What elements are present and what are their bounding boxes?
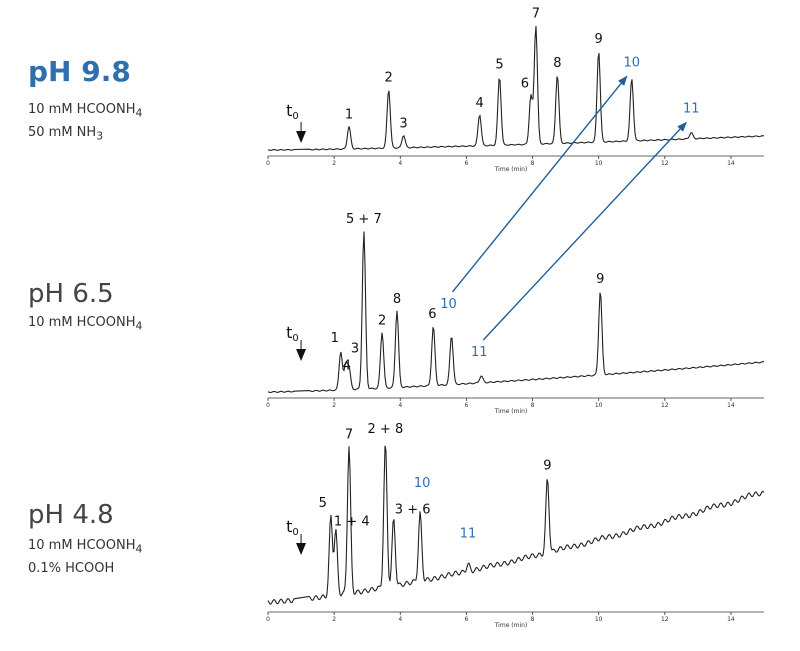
x-tick-label: 10 xyxy=(595,616,603,623)
panel-2-conditions: pH 6.5 10 mM HCOONH4 xyxy=(28,281,142,336)
peak-label: 10 xyxy=(623,55,640,70)
x-tick-label: 8 xyxy=(531,160,535,167)
x-tick-label: 4 xyxy=(398,160,402,167)
x-tick-label: 6 xyxy=(464,402,468,409)
t0-label: t0 xyxy=(286,517,299,538)
panel-2-condition-1: 10 mM HCOONH4 xyxy=(28,315,143,333)
arrow-peak-10 xyxy=(451,75,628,293)
panel-3-condition-2: 0.1% HCOOH xyxy=(28,560,115,576)
t0-subscript: 0 xyxy=(292,111,298,122)
x-axis-label: Time (min) xyxy=(494,622,528,629)
panel-1-title: pH 9.8 xyxy=(28,55,131,88)
x-tick-label: 0 xyxy=(266,616,270,623)
peak-label: 11 xyxy=(460,527,477,542)
peak-label: 11 xyxy=(471,345,488,360)
x-tick-label: 4 xyxy=(398,616,402,623)
x-axis-label: Time (min) xyxy=(494,408,528,415)
peak-label: 2 xyxy=(378,314,386,329)
x-tick-label: 0 xyxy=(266,402,270,409)
x-tick-label: 14 xyxy=(727,402,735,409)
peak-label: 5 xyxy=(319,496,327,511)
peak-label: 8 xyxy=(393,292,401,307)
t0-pointer-triangle xyxy=(296,131,307,143)
peak-label: 2 + 8 xyxy=(368,422,404,437)
x-tick-label: 6 xyxy=(464,616,468,623)
panel-1-condition-2: 50 mM NH3 xyxy=(28,124,104,143)
x-tick-label: 4 xyxy=(398,402,402,409)
t0-pointer-triangle xyxy=(296,349,307,361)
t0-marker: t0 xyxy=(286,101,307,143)
x-tick-label: 6 xyxy=(464,160,468,167)
peak-label: 10 xyxy=(440,297,457,312)
peak-label: 5 + 7 xyxy=(346,212,382,227)
peak-label: 3 xyxy=(399,117,407,132)
peak-label: 1 + 4 xyxy=(334,514,370,529)
t0-marker: t0 xyxy=(286,323,307,361)
x-tick-label: 14 xyxy=(727,616,735,623)
t0-label: t0 xyxy=(286,323,299,344)
peak-label: 3 + 6 xyxy=(395,502,431,517)
peak-label: 11 xyxy=(683,102,700,117)
x-tick-label: 2 xyxy=(332,160,336,167)
panel-3-title: pH 4.8 xyxy=(28,500,114,530)
peak-label: 4 xyxy=(343,358,351,373)
x-tick-label: 2 xyxy=(332,402,336,409)
peak-label: 6 xyxy=(428,307,436,322)
x-tick-label: 0 xyxy=(266,160,270,167)
peak-label: 4 xyxy=(475,96,483,111)
peak-label: 7 xyxy=(532,7,540,22)
x-tick-label: 12 xyxy=(661,402,669,409)
x-tick-label: 10 xyxy=(595,402,603,409)
t0-subscript: 0 xyxy=(292,527,298,538)
peak-label: 6 xyxy=(521,76,529,91)
peak-label: 9 xyxy=(596,272,604,287)
t0-label: t0 xyxy=(286,101,299,122)
peak-label: 9 xyxy=(595,32,603,47)
x-tick-label: 10 xyxy=(595,160,603,167)
peak-label: 9 xyxy=(543,458,551,473)
chromatogram-panel-3: 0 2 4 6 8 10 12 14 Time (min) t0 5 1 + 4 7 2 + 8 3 + 6… xyxy=(266,422,765,629)
x-tick-label: 12 xyxy=(661,160,669,167)
chromatogram-trace xyxy=(267,231,765,393)
peak-label: 3 xyxy=(351,342,359,357)
peak-label: 2 xyxy=(385,71,393,86)
x-tick-label: 2 xyxy=(332,616,336,623)
panel-3-conditions: pH 4.8 10 mM HCOONH4 0.1% HCOOH xyxy=(28,502,142,581)
peak-label: 1 xyxy=(331,331,339,346)
panel-1-conditions: pH 9.8 10 mM HCOONH4 50 mM NH3 xyxy=(28,58,142,145)
chromatogram-trace xyxy=(267,25,765,151)
x-axis-label: Time (min) xyxy=(494,166,528,173)
panel-2-title: pH 6.5 xyxy=(28,279,114,309)
x-tick-label: 14 xyxy=(727,160,735,167)
panel-3-condition-1: 10 mM HCOONH4 xyxy=(28,538,143,556)
x-tick-label: 8 xyxy=(531,402,535,409)
peak-label: 10 xyxy=(414,476,431,491)
chromatogram-trace xyxy=(267,445,765,605)
t0-subscript: 0 xyxy=(292,333,298,344)
arrow-peak-11 xyxy=(482,121,687,341)
x-tick-label: 12 xyxy=(661,616,669,623)
peak-label: 5 xyxy=(495,58,503,73)
peak-label: 1 xyxy=(345,107,353,122)
peak-label: 8 xyxy=(553,56,561,71)
t0-marker: t0 xyxy=(286,517,307,555)
t0-pointer-triangle xyxy=(296,543,307,555)
peak-label: 7 xyxy=(345,427,353,442)
x-tick-label: 8 xyxy=(531,616,535,623)
panel-1-condition-1: 10 mM HCOONH4 xyxy=(28,102,143,120)
